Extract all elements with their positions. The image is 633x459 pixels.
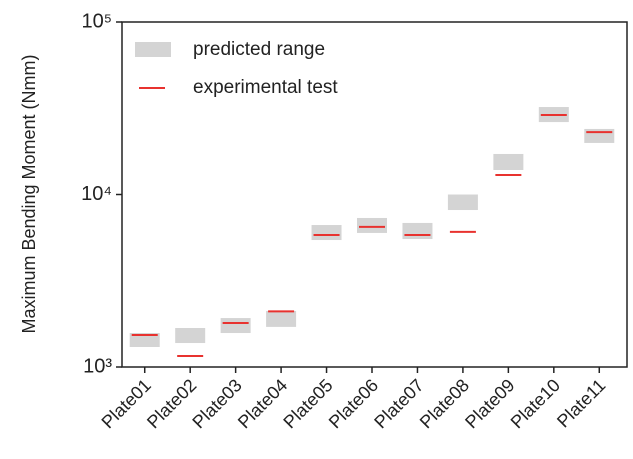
range-box bbox=[584, 128, 615, 143]
range-box bbox=[175, 328, 206, 344]
x-tick-label: Plate03 bbox=[189, 375, 246, 432]
y-tick-label: 10⁴ bbox=[81, 183, 112, 205]
x-tick-label: Plate05 bbox=[279, 375, 336, 432]
legend-label: predicted range bbox=[193, 39, 325, 60]
range-box bbox=[402, 222, 433, 240]
x-tick-label: Plate06 bbox=[325, 375, 382, 432]
range-box bbox=[220, 318, 251, 334]
range-box bbox=[311, 225, 342, 241]
range-box bbox=[357, 217, 387, 233]
x-tick-label: Plate01 bbox=[98, 375, 155, 432]
y-tick-label: 10³ bbox=[83, 355, 112, 377]
plot-frame bbox=[121, 21, 628, 368]
x-tick-label: Plate07 bbox=[370, 375, 427, 432]
x-tick-label: Plate02 bbox=[143, 375, 200, 432]
x-tick-label: Plate04 bbox=[234, 375, 291, 432]
x-tick-label: Plate08 bbox=[416, 375, 473, 432]
y-axis-label: Maximum Bending Moment (Nmm) bbox=[19, 54, 39, 333]
range-box bbox=[447, 194, 478, 211]
y-tick-label: 10⁵ bbox=[81, 10, 112, 32]
legend-swatch bbox=[135, 42, 171, 57]
x-tick-label: Plate11 bbox=[553, 375, 609, 431]
range-box bbox=[266, 310, 297, 327]
range-box bbox=[493, 153, 524, 170]
range-box bbox=[129, 333, 160, 347]
legend-label: experimental test bbox=[193, 77, 338, 98]
x-tick-label: Plate09 bbox=[461, 375, 518, 432]
x-tick-label: Plate10 bbox=[507, 375, 564, 432]
